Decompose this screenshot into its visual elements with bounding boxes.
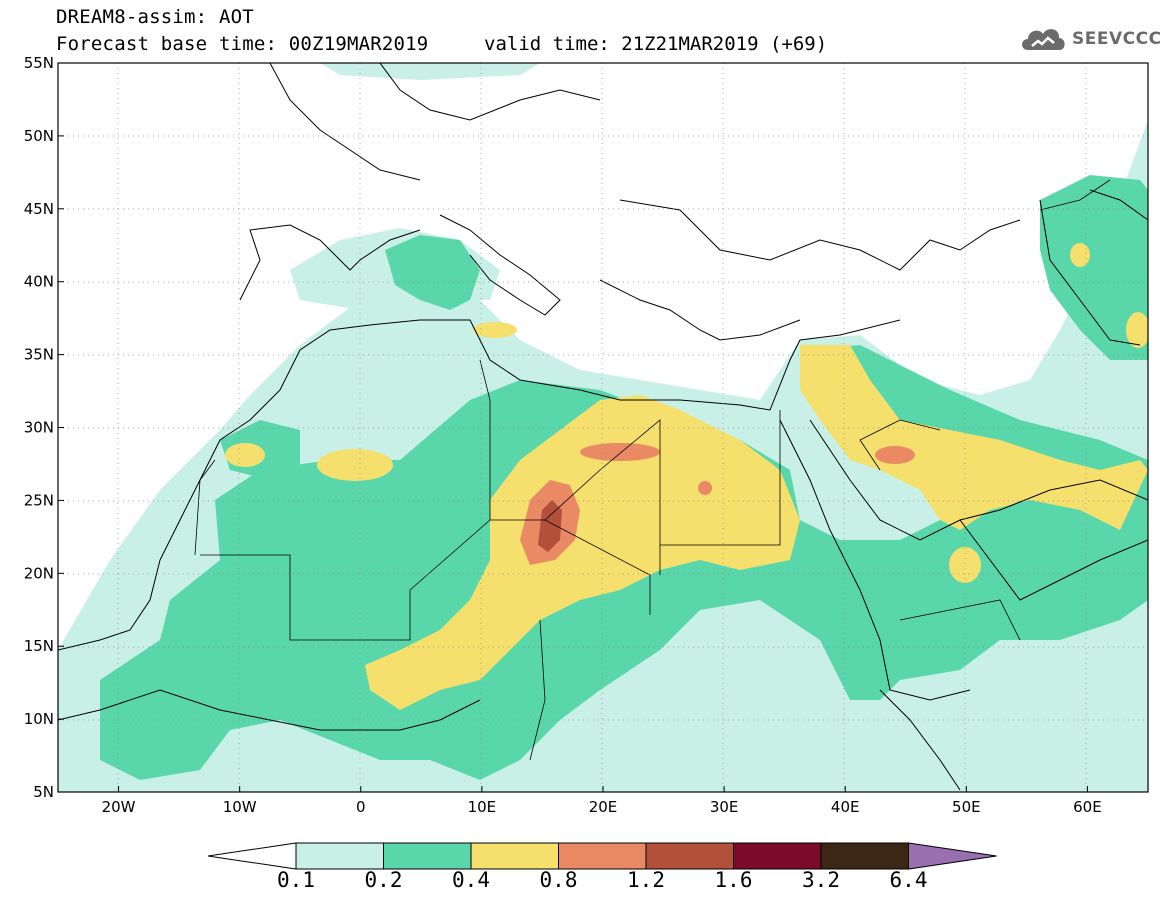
aot-band-0.4 xyxy=(365,395,800,710)
colorbar-cell xyxy=(733,842,822,870)
colorbar-cell xyxy=(558,842,647,870)
lat-label: 25N xyxy=(24,491,54,509)
aot-band-0.2-italy xyxy=(385,235,480,310)
lat-label: 15N xyxy=(24,637,54,655)
lon-label: 50E xyxy=(952,798,981,816)
lat-label: 40N xyxy=(24,273,54,291)
colorbar-level-label: 3.2 xyxy=(802,868,840,892)
lat-label: 30N xyxy=(24,419,54,437)
colorbar-cell xyxy=(383,842,472,870)
lon-label: 60E xyxy=(1073,798,1102,816)
aot-band-0.1-top xyxy=(320,63,540,80)
longitude-ticks: 20W 10W 0 10E 20E 30E 40E 50E 60E xyxy=(102,786,1102,816)
colorbar-level-label: 0.8 xyxy=(539,868,578,892)
colorbar-level-label: 0.2 xyxy=(364,868,403,892)
lat-label: 5N xyxy=(33,783,54,801)
aot-band-0.2-caspian xyxy=(1040,175,1148,360)
country-borders xyxy=(194,179,1111,761)
logo-text: SEEVCCC xyxy=(1072,29,1162,49)
base-time: Forecast base time: 00Z19MAR2019 xyxy=(56,33,429,55)
colorbar-level-label: 6.4 xyxy=(889,868,928,892)
latitude-ticks: 55N 50N 45N 40N 35N 30N 25N 20N 15N 10N 5N xyxy=(24,54,64,801)
colorbar-cell xyxy=(295,842,384,870)
colorbar-cell xyxy=(820,842,909,870)
valid-time: valid time: 21Z21MAR2019 (+69) xyxy=(484,33,828,55)
lon-label: 10E xyxy=(468,798,497,816)
aot-band-1.2 xyxy=(538,500,562,552)
aot-band-0.4-morocco xyxy=(225,443,265,467)
lon-label: 30E xyxy=(710,798,739,816)
aot-band-0.4-tunisia xyxy=(473,322,517,338)
colorbar-level-label: 0.1 xyxy=(277,868,315,892)
aot-band-0.8-libya xyxy=(580,443,660,461)
aot-band-0.4-arabia xyxy=(800,345,1148,530)
colorbar-arrow-high xyxy=(908,842,997,870)
lon-label: 10W xyxy=(223,798,257,816)
coastlines xyxy=(58,63,1148,791)
lon-label: 40E xyxy=(831,798,860,816)
seevccc-logo: SEEVCCC xyxy=(1018,22,1162,56)
lat-label: 55N xyxy=(24,54,54,72)
lat-label: 10N xyxy=(24,710,54,728)
lat-label: 45N xyxy=(24,200,54,218)
colorbar-level-label: 1.6 xyxy=(714,868,753,892)
map-title: DREAM8-assim: AOT xyxy=(56,6,254,28)
lon-label: 20E xyxy=(589,798,618,816)
colorbar-cell xyxy=(645,842,734,870)
cloud-icon xyxy=(1022,29,1065,50)
lon-label: 0 xyxy=(356,798,366,816)
lat-label: 50N xyxy=(24,127,54,145)
aot-field xyxy=(58,63,1148,792)
aot-band-0.8-saudi xyxy=(875,446,915,464)
colorbar-cell xyxy=(470,842,559,870)
lon-label: 20W xyxy=(102,798,136,816)
colorbar-level-label: 1.2 xyxy=(627,868,665,892)
aot-band-0.4-iran xyxy=(1126,312,1148,348)
aot-band-0.4-sahara-west xyxy=(317,449,393,481)
graticule xyxy=(58,63,1148,792)
aot-band-0.8-egypt xyxy=(698,481,712,495)
lat-label: 20N xyxy=(24,564,54,582)
colorbar-level-label: 0.4 xyxy=(452,868,490,892)
aot-band-0.4-caspian xyxy=(1070,243,1090,267)
colorbar-arrow-low xyxy=(207,842,297,870)
lat-label: 35N xyxy=(24,346,54,364)
